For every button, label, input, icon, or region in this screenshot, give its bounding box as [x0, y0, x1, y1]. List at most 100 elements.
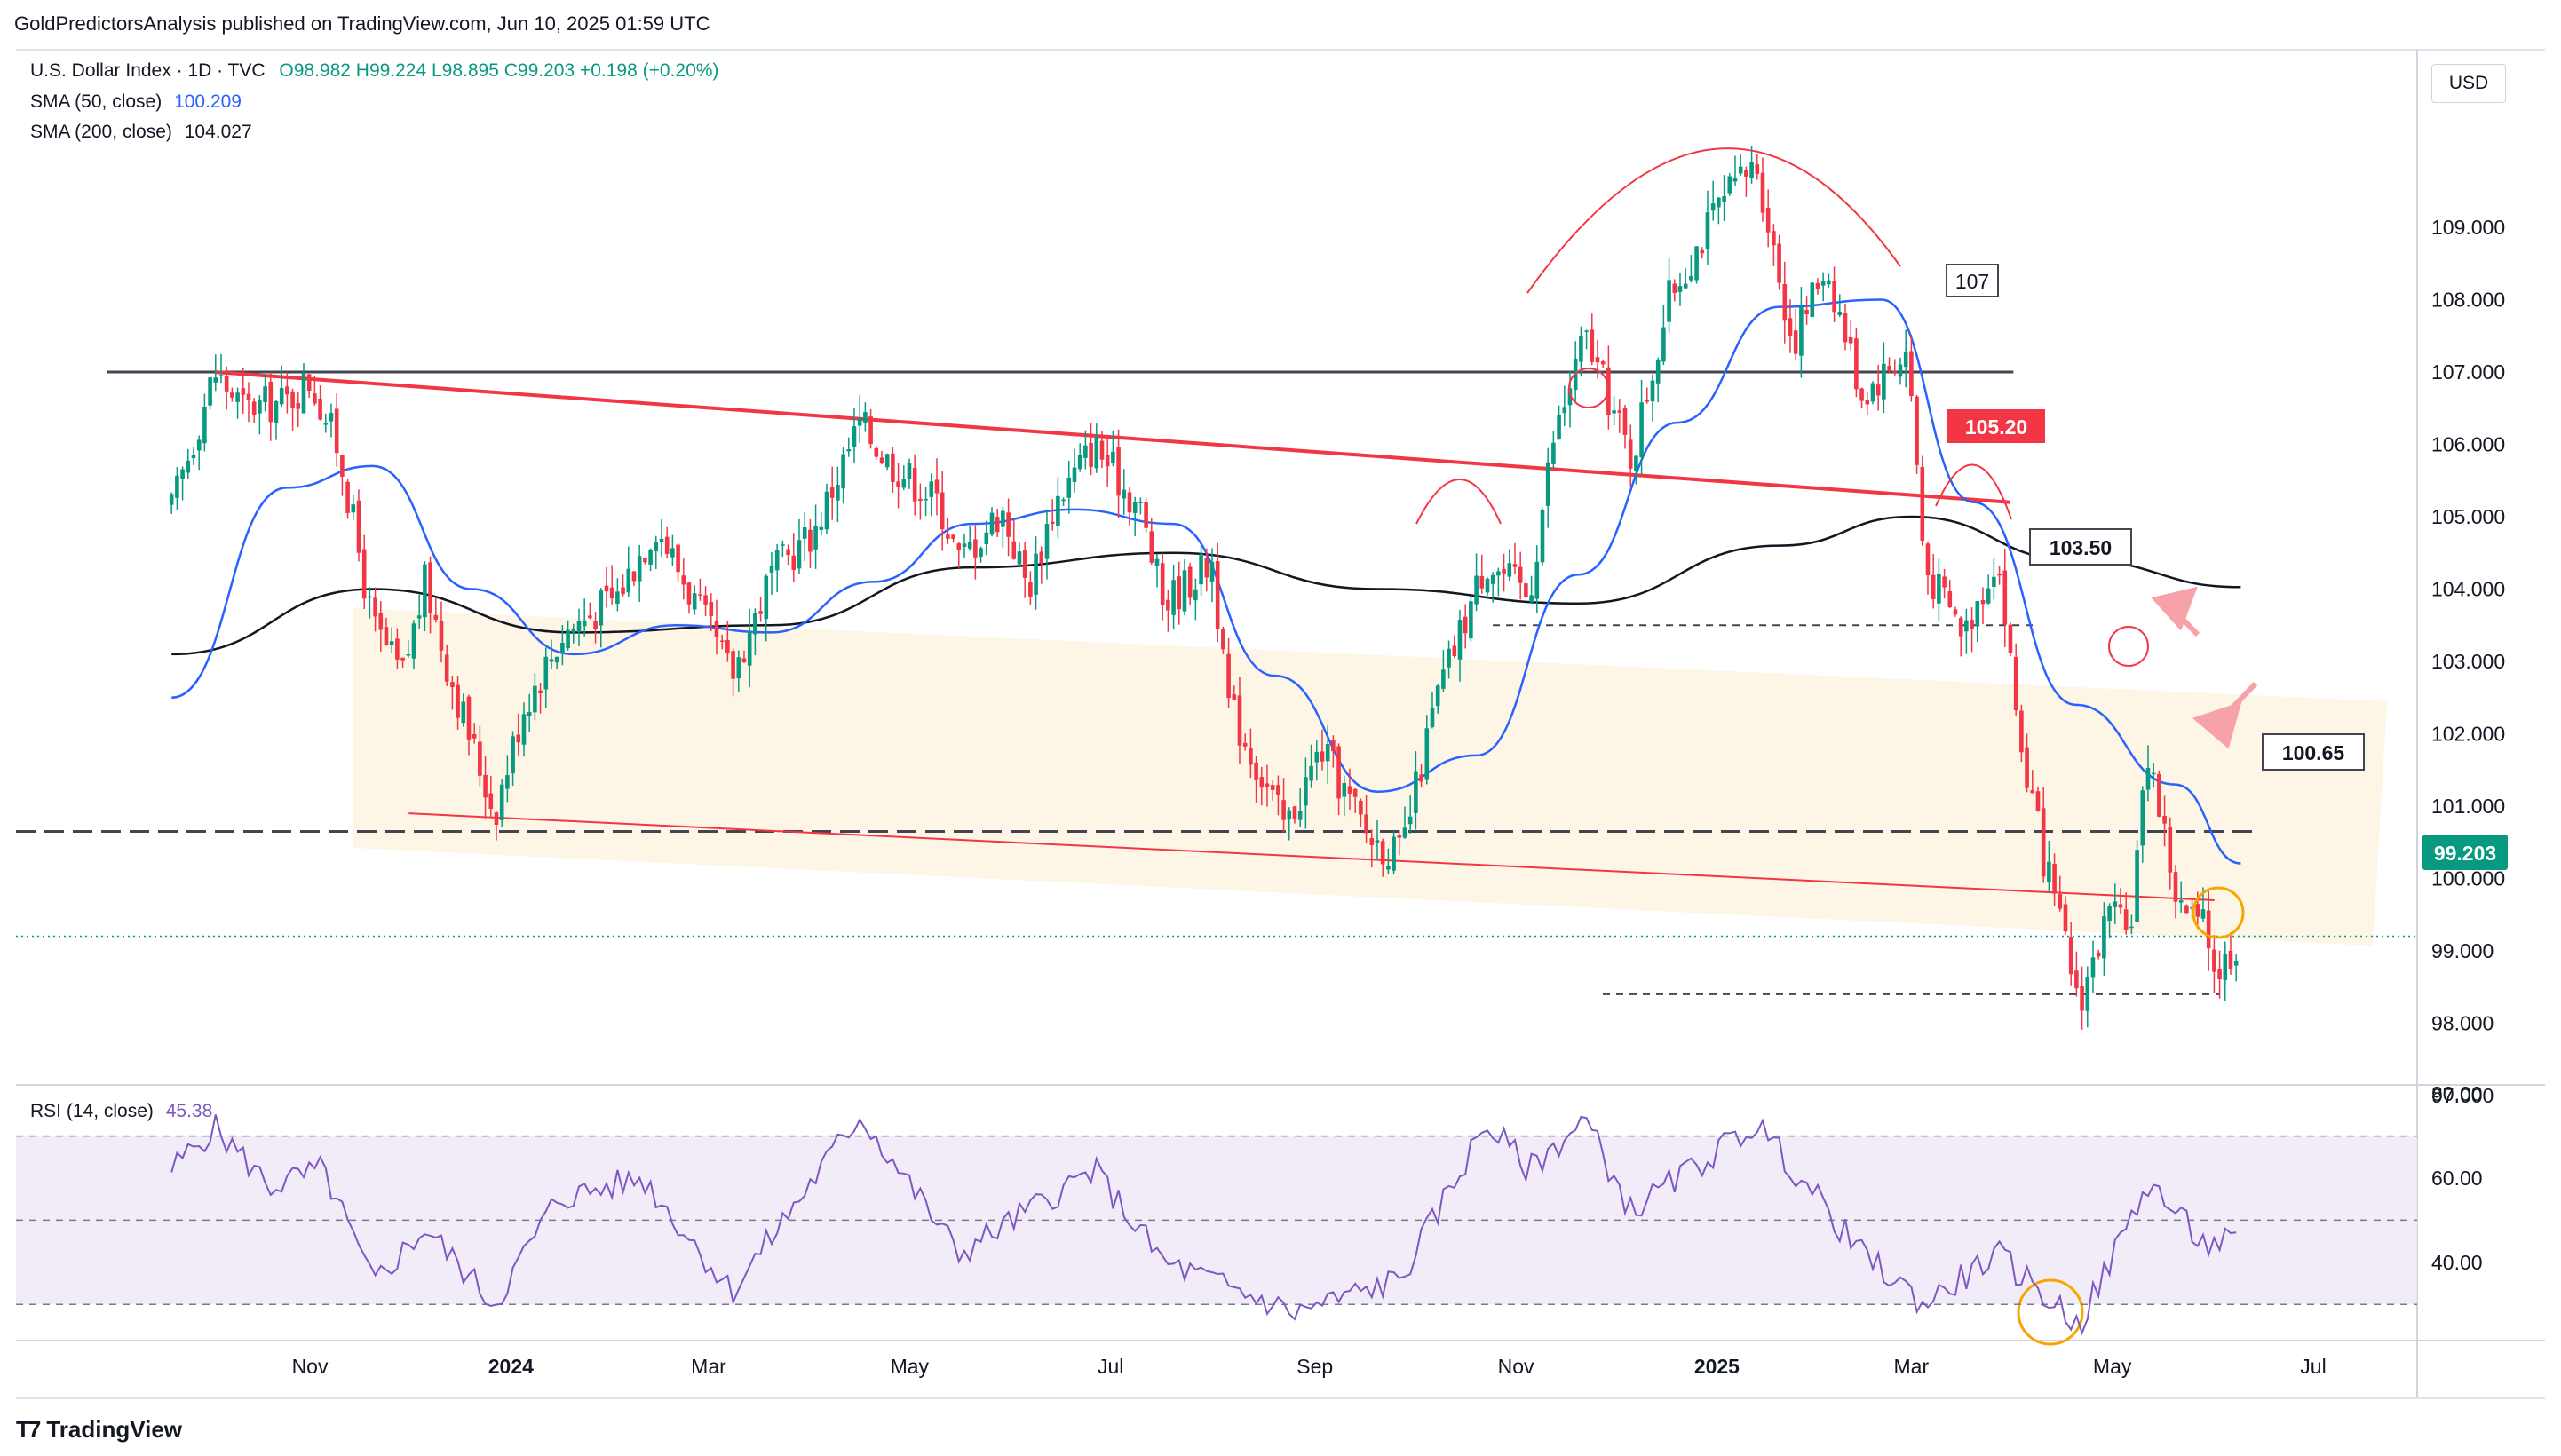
candle-body — [318, 399, 322, 420]
price-axis-tick: 100.000 — [2431, 867, 2505, 890]
legend-sma50[interactable]: SMA (50, close) 100.209 — [30, 91, 242, 113]
candle-body — [1281, 800, 1286, 820]
candle-body — [1672, 283, 1677, 293]
candle-body — [1997, 574, 2002, 576]
candle-body — [2200, 909, 2206, 919]
candle-body — [1524, 583, 1528, 597]
price-axis-tick: 102.000 — [2431, 723, 2505, 746]
candle-body — [1237, 695, 1242, 746]
candle-body — [1534, 561, 1540, 599]
candle-body — [224, 376, 229, 392]
candle-body — [1567, 388, 1573, 406]
legend-symbol[interactable]: U.S. Dollar Index · 1D · TVC — [30, 60, 266, 81]
tradingview-logo[interactable]: T7 TradingView — [16, 1416, 182, 1444]
candle-body — [389, 641, 394, 645]
price-axis-tick: 109.000 — [2431, 216, 2505, 239]
candle-body — [1732, 178, 1738, 182]
candle-body — [1441, 669, 1446, 689]
price-axis-tick: 97.000 — [2431, 1084, 2494, 1107]
candle-body — [428, 562, 432, 614]
candle-body — [2068, 937, 2073, 975]
candle-body — [747, 630, 752, 666]
candle-body — [450, 682, 455, 687]
candle-body — [1722, 196, 1726, 203]
candle-body — [1083, 445, 1088, 458]
candle-body — [202, 406, 207, 444]
candle-body — [1171, 580, 1176, 615]
candle-body — [1650, 380, 1655, 402]
candle-body — [1892, 371, 1898, 374]
price-axis-tick: 106.000 — [2431, 433, 2505, 456]
candle-body — [758, 611, 763, 614]
candle-body — [1149, 531, 1154, 563]
candle-body — [1099, 440, 1105, 460]
candle-body — [1127, 492, 1132, 513]
candle-body — [511, 736, 515, 774]
currency-selector[interactable]: USD — [2431, 64, 2506, 103]
candle-body — [631, 571, 637, 582]
legend-sma200-value: 104.027 — [184, 122, 252, 142]
candle-body — [2080, 986, 2084, 1011]
candle-body — [1529, 595, 1534, 603]
legend-sma200[interactable]: SMA (200, close) 104.027 — [30, 122, 252, 143]
candle-body — [1325, 744, 1330, 762]
candle-body — [2118, 904, 2123, 908]
candle-body — [940, 492, 945, 530]
candle-body — [1380, 841, 1385, 865]
candle-body — [1287, 810, 1292, 819]
candle-body — [1579, 336, 1583, 362]
candle-body — [951, 534, 955, 540]
candle-body — [1645, 400, 1650, 402]
candle-body — [1799, 307, 1804, 356]
candle-body — [1557, 415, 1561, 439]
candle-body — [901, 479, 907, 488]
candle-body — [2145, 767, 2151, 790]
candle-body — [1342, 782, 1347, 797]
candle-body — [274, 400, 279, 423]
candle-body — [1820, 281, 1826, 286]
candle-body — [334, 408, 339, 454]
candle-body — [1694, 246, 1699, 281]
channel-support-line — [408, 812, 2215, 901]
candle-body — [1221, 629, 1225, 650]
candle-body — [967, 542, 972, 549]
candle-body — [1160, 563, 1165, 605]
candle-body — [764, 575, 769, 620]
candle-body — [1810, 282, 1815, 317]
candle-body — [1034, 553, 1038, 595]
candle-body — [1314, 751, 1320, 763]
legend-rsi[interactable]: RSI (14, close) 45.38 — [30, 1101, 212, 1122]
candle-body — [2157, 773, 2161, 817]
candle-body — [373, 597, 377, 617]
candle-body — [1700, 249, 1705, 254]
pullback-circle — [1568, 368, 1609, 408]
candle-body — [1717, 197, 1721, 208]
candle-body — [1177, 576, 1182, 610]
candle-body — [1540, 510, 1545, 563]
time-axis-tick: 2024 — [488, 1355, 534, 1378]
candle-body — [2173, 872, 2178, 902]
candle-body — [995, 517, 1000, 533]
candle-body — [1710, 203, 1716, 211]
candle-body — [659, 538, 664, 542]
candle-body — [1061, 499, 1066, 502]
candle-body — [1749, 162, 1754, 178]
candle-body — [361, 549, 367, 599]
tradingview-icon: T7 — [16, 1416, 41, 1443]
candle-body — [268, 381, 274, 423]
candle-body — [852, 426, 857, 447]
candle-body — [1942, 576, 1947, 588]
candle-body — [1011, 541, 1017, 559]
candle-body — [1705, 212, 1710, 249]
rsi-line — [170, 1114, 2237, 1336]
candle-body — [1249, 748, 1253, 765]
candle-body — [686, 582, 692, 605]
price-axis-tick: 108.000 — [2431, 289, 2505, 312]
candle-body — [786, 549, 790, 556]
candle-body — [433, 614, 439, 620]
candle-body — [571, 628, 576, 633]
candle-body — [1254, 762, 1258, 780]
rsi-axis-tick: 80.00 — [2431, 1082, 2483, 1105]
candle-body — [1463, 616, 1468, 634]
